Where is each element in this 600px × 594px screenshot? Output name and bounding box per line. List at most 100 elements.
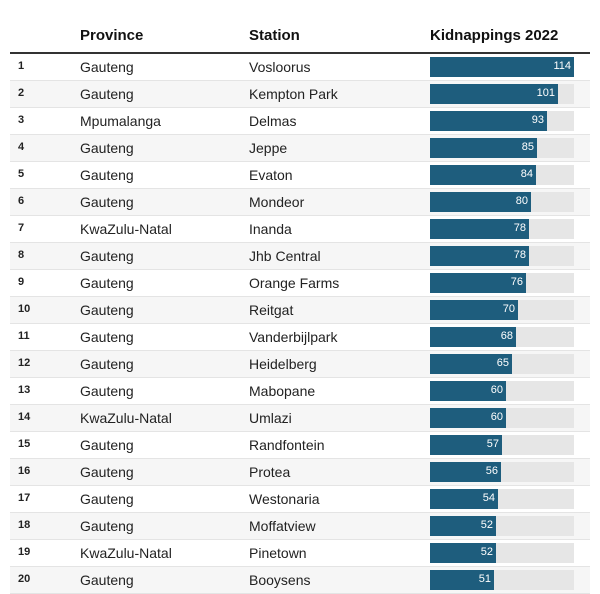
bar-track: 101 bbox=[430, 84, 574, 104]
table-row: 18 Gauteng Moffatview 52 bbox=[10, 513, 590, 540]
row-province: KwaZulu-Natal bbox=[80, 410, 172, 426]
bar-track: 93 bbox=[430, 111, 574, 131]
row-rank: 9 bbox=[18, 276, 25, 288]
bar-value-label: 84 bbox=[520, 168, 533, 180]
bar-value-label: 57 bbox=[486, 438, 499, 450]
row-province: Gauteng bbox=[80, 518, 134, 534]
row-province: Gauteng bbox=[80, 140, 134, 156]
row-rank: 17 bbox=[18, 492, 31, 504]
bar-value-label: 60 bbox=[490, 384, 503, 396]
table-row: 6 Gauteng Mondeor 80 bbox=[10, 189, 590, 216]
row-station: Jhb Central bbox=[249, 248, 321, 264]
bar: 54 bbox=[430, 489, 498, 509]
row-province: Gauteng bbox=[80, 59, 134, 75]
row-rank: 5 bbox=[18, 168, 25, 180]
bar-value-label: 60 bbox=[490, 411, 503, 423]
row-rank: 3 bbox=[18, 114, 25, 126]
bar: 68 bbox=[430, 327, 516, 347]
bar: 52 bbox=[430, 543, 496, 563]
bar-track: 114 bbox=[430, 57, 574, 77]
table-row: 8 Gauteng Jhb Central 78 bbox=[10, 243, 590, 270]
bar-value-label: 65 bbox=[496, 357, 509, 369]
bar: 76 bbox=[430, 273, 526, 293]
table-row: 4 Gauteng Jeppe 85 bbox=[10, 135, 590, 162]
bar-track: 57 bbox=[430, 435, 574, 455]
row-rank: 7 bbox=[18, 222, 25, 234]
bar: 93 bbox=[430, 111, 547, 131]
row-station: Pinetown bbox=[249, 545, 307, 561]
row-province: Gauteng bbox=[80, 437, 134, 453]
table-row: 12 Gauteng Heidelberg 65 bbox=[10, 351, 590, 378]
row-station: Protea bbox=[249, 464, 291, 480]
table-row: 3 Mpumalanga Delmas 93 bbox=[10, 108, 590, 135]
bar-track: 76 bbox=[430, 273, 574, 293]
row-province: Gauteng bbox=[80, 356, 134, 372]
row-station: Heidelberg bbox=[249, 356, 317, 372]
row-rank: 1 bbox=[18, 60, 25, 72]
bar-track: 52 bbox=[430, 543, 574, 563]
table-row: 1 Gauteng Vosloorus 114 bbox=[10, 54, 590, 81]
bar-value-label: 51 bbox=[478, 573, 491, 585]
bar: 114 bbox=[430, 57, 574, 77]
row-station: Vosloorus bbox=[249, 59, 311, 75]
row-station: Vanderbijlpark bbox=[249, 329, 338, 345]
bar-value-label: 76 bbox=[510, 276, 523, 288]
row-rank: 16 bbox=[18, 465, 31, 477]
table-row: 10 Gauteng Reitgat 70 bbox=[10, 297, 590, 324]
row-rank: 10 bbox=[18, 303, 31, 315]
bar-value-label: 101 bbox=[536, 87, 555, 99]
row-station: Jeppe bbox=[249, 140, 288, 156]
bar-value-label: 78 bbox=[513, 222, 526, 234]
row-rank: 8 bbox=[18, 249, 25, 261]
bar: 85 bbox=[430, 138, 537, 158]
row-province: Gauteng bbox=[80, 167, 134, 183]
table-row: 14 KwaZulu-Natal Umlazi 60 bbox=[10, 405, 590, 432]
row-province: Gauteng bbox=[80, 329, 134, 345]
row-province: KwaZulu-Natal bbox=[80, 545, 172, 561]
bar-track: 85 bbox=[430, 138, 574, 158]
row-station: Delmas bbox=[249, 113, 297, 129]
bar-value-label: 52 bbox=[480, 546, 493, 558]
row-province: Gauteng bbox=[80, 302, 134, 318]
table-row: 2 Gauteng Kempton Park 101 bbox=[10, 81, 590, 108]
kidnappings-table: Province Station Kidnappings 2022 1 Gaute… bbox=[10, 20, 590, 594]
table-row: 20 Gauteng Booysens 51 bbox=[10, 567, 590, 594]
bar: 78 bbox=[430, 246, 529, 266]
bar-value-label: 78 bbox=[513, 249, 526, 261]
bar: 60 bbox=[430, 381, 506, 401]
row-station: Orange Farms bbox=[249, 275, 340, 291]
bar-track: 60 bbox=[430, 408, 574, 428]
row-rank: 6 bbox=[18, 195, 25, 207]
row-rank: 4 bbox=[18, 141, 25, 153]
row-province: Mpumalanga bbox=[80, 113, 161, 129]
bar-track: 70 bbox=[430, 300, 574, 320]
bar-value-label: 114 bbox=[553, 60, 571, 72]
row-province: Gauteng bbox=[80, 248, 134, 264]
bar: 52 bbox=[430, 516, 496, 536]
bar-track: 84 bbox=[430, 165, 574, 185]
row-rank: 18 bbox=[18, 519, 31, 531]
bar-value-label: 93 bbox=[531, 114, 544, 126]
row-station: Umlazi bbox=[249, 410, 292, 426]
bar-value-label: 70 bbox=[502, 303, 515, 315]
row-station: Westonaria bbox=[249, 491, 320, 507]
row-province: Gauteng bbox=[80, 464, 134, 480]
table-row: 19 KwaZulu-Natal Pinetown 52 bbox=[10, 540, 590, 567]
row-rank: 20 bbox=[18, 573, 31, 585]
bar: 78 bbox=[430, 219, 529, 239]
bar-value-label: 54 bbox=[482, 492, 495, 504]
bar: 65 bbox=[430, 354, 512, 374]
row-province: Gauteng bbox=[80, 572, 134, 588]
table-header: Province Station Kidnappings 2022 bbox=[10, 20, 590, 54]
bar-value-label: 52 bbox=[480, 519, 493, 531]
bar-track: 60 bbox=[430, 381, 574, 401]
bar-value-label: 68 bbox=[500, 330, 513, 342]
row-rank: 15 bbox=[18, 438, 31, 450]
header-province: Province bbox=[80, 27, 144, 44]
bar: 57 bbox=[430, 435, 502, 455]
row-rank: 2 bbox=[18, 87, 25, 99]
table-row: 11 Gauteng Vanderbijlpark 68 bbox=[10, 324, 590, 351]
row-station: Mabopane bbox=[249, 383, 316, 399]
bar-track: 65 bbox=[430, 354, 574, 374]
table-row: 15 Gauteng Randfontein 57 bbox=[10, 432, 590, 459]
